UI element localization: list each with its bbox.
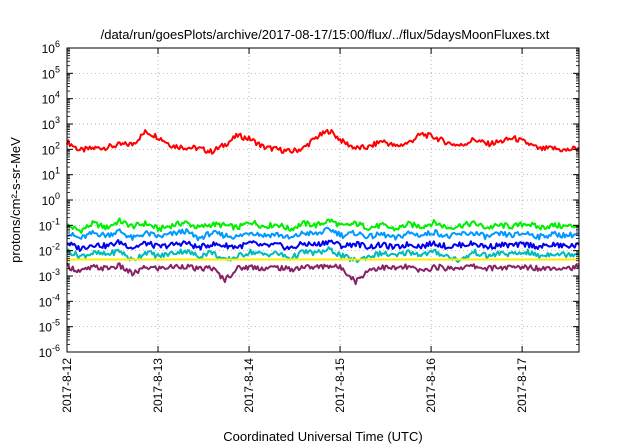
y-tick-base: 10	[39, 245, 53, 259]
x-tick-label: 2017-8-12	[60, 358, 74, 413]
y-tick-exponent: 5	[55, 64, 60, 74]
y-tick-exponent: 0	[55, 191, 60, 201]
y-tick-base: 10	[39, 295, 53, 309]
x-tick-label: 2017-8-13	[151, 358, 165, 413]
y-tick-exponent: -1	[52, 216, 60, 226]
y-tick-exponent: 3	[55, 115, 60, 125]
y-tick-label: 104	[42, 90, 60, 107]
x-tick-label: 2017-8-15	[333, 358, 347, 413]
y-tick-labels: 10-610-510-410-310-210-11001011021031041…	[39, 39, 60, 360]
y-tick-exponent: 4	[55, 90, 60, 100]
y-tick-label: 105	[42, 64, 60, 81]
y-tick-label: 10-3	[39, 267, 60, 284]
series-layer	[66, 128, 580, 286]
series-line-5	[66, 246, 580, 264]
y-tick-label: 10-5	[39, 318, 60, 335]
y-tick-exponent: 2	[55, 140, 60, 150]
y-tick-label: 10-2	[39, 242, 60, 259]
y-tick-label: 103	[42, 115, 60, 132]
y-tick-label: 10-1	[39, 216, 60, 233]
y-tick-label: 101	[42, 166, 60, 183]
y-tick-label: 106	[42, 39, 60, 56]
y-tick-label: 102	[42, 140, 60, 157]
y-tick-exponent: -5	[52, 318, 60, 328]
y-tick-base: 10	[39, 270, 53, 284]
x-tick-label: 2017-8-17	[515, 358, 529, 413]
x-axis-label: Coordinated Universal Time (UTC)	[223, 429, 422, 444]
y-tick-base: 10	[42, 67, 56, 81]
y-tick-exponent: -4	[52, 292, 60, 302]
x-tick-labels: 2017-8-12 2017-8-13 2017-8-14 2017-8-15 2017…	[60, 358, 529, 413]
y-tick-exponent: -6	[52, 343, 60, 353]
y-tick-label: 100	[42, 191, 60, 208]
y-tick-base: 10	[42, 169, 56, 183]
series-line-2	[66, 217, 580, 234]
y-tick-exponent: -3	[52, 267, 60, 277]
y-tick-base: 10	[39, 321, 53, 335]
y-tick-exponent: 6	[55, 39, 60, 49]
y-tick-base: 10	[42, 118, 56, 132]
ticks	[66, 47, 579, 353]
x-tick-label: 2017-8-16	[424, 358, 438, 413]
y-tick-base: 10	[42, 42, 56, 56]
y-tick-label: 10-4	[39, 292, 60, 309]
chart-title: /data/run/goesPlots/archive/2017-08-17/1…	[101, 27, 550, 42]
y-tick-exponent: -2	[52, 242, 60, 252]
x-tick-label: 2017-8-14	[242, 358, 256, 413]
y-axis-label: protons/cm²-s-sr-MeV	[8, 137, 23, 263]
series-line-7	[66, 262, 580, 286]
y-tick-base: 10	[39, 346, 53, 360]
y-tick-base: 10	[42, 93, 56, 107]
series-line-3	[66, 226, 580, 242]
y-tick-base: 10	[42, 143, 56, 157]
series-line-1	[66, 128, 580, 155]
y-tick-base: 10	[42, 194, 56, 208]
y-tick-exponent: 1	[55, 166, 60, 176]
series-line-4	[66, 239, 580, 252]
y-tick-base: 10	[39, 219, 53, 233]
y-tick-label: 10-6	[39, 343, 60, 360]
